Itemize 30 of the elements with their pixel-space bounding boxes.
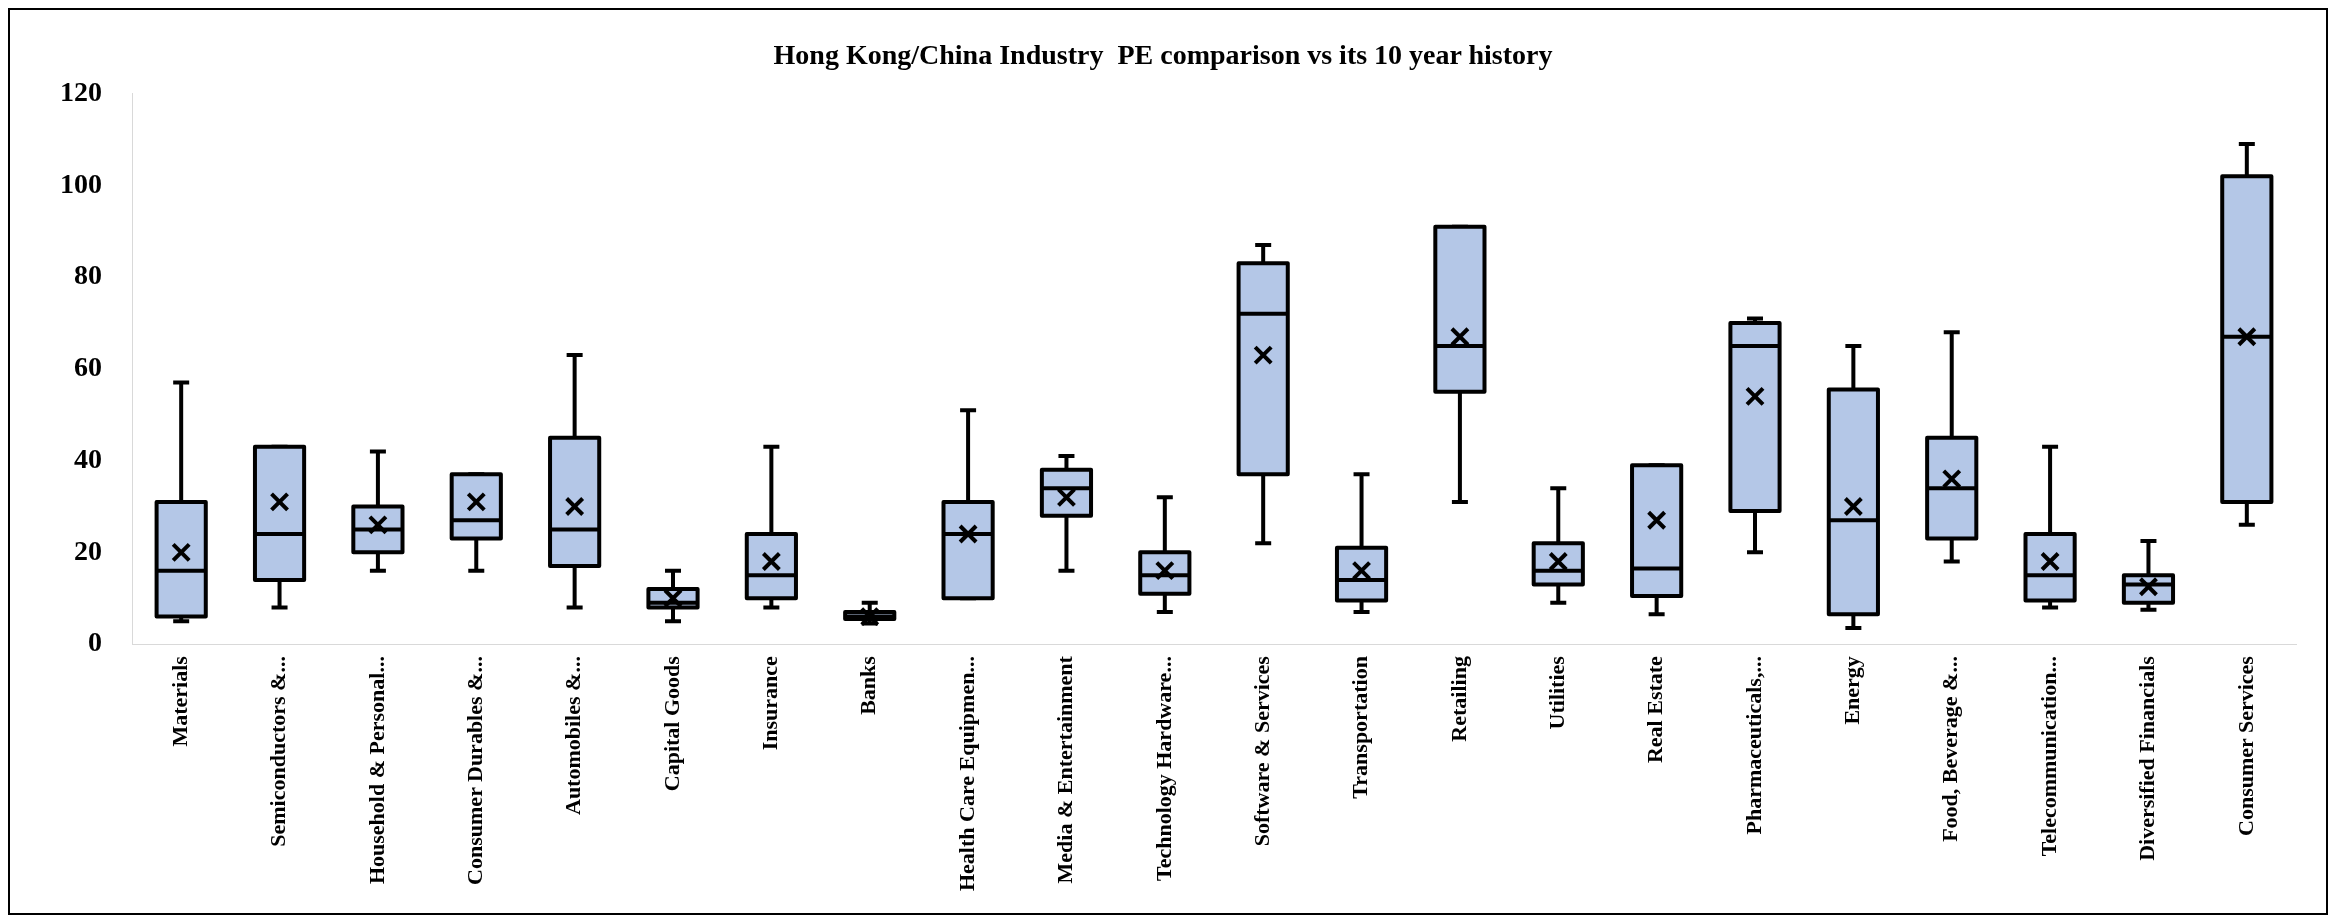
x-tick-label: Insurance xyxy=(757,655,783,751)
x-tick-label: Banks xyxy=(855,655,881,715)
x-tick-label: Capital Goods xyxy=(658,655,684,792)
x-tick-label: Real Estate xyxy=(1642,655,1668,764)
x-tick-label: Automobiles &... xyxy=(560,656,586,815)
x-tick-label: Retailing xyxy=(1445,656,1471,742)
x-tick-label: Energy xyxy=(1839,656,1865,725)
y-tick-label: 0 xyxy=(88,626,102,658)
x-tick-label: Utilities xyxy=(1543,655,1569,730)
x-tick-label: Technology Hardware... xyxy=(1150,656,1176,882)
y-tick-label: 60 xyxy=(74,351,102,383)
x-tick-label: Materials xyxy=(166,655,192,747)
x-tick-label: Pharmaceuticals,... xyxy=(1740,656,1766,835)
x-tick-label: Consumer Durables &... xyxy=(461,656,487,885)
y-tick-label: 100 xyxy=(60,167,102,199)
y-tick-label: 40 xyxy=(74,442,102,474)
chart-title: Hong Kong/China Industry PE comparison vs its 10 year history xyxy=(773,39,1553,71)
x-tick-label: Health Care Equipmen... xyxy=(953,656,979,891)
x-tick-label: Telecommunication... xyxy=(2035,656,2061,857)
y-tick-label: 120 xyxy=(60,75,102,107)
y-tick-label: 20 xyxy=(74,534,102,566)
y-tick-label: 80 xyxy=(74,259,102,291)
x-tick-label: Consumer Services xyxy=(2232,655,2258,836)
x-tick-label: Semiconductors &... xyxy=(265,656,291,847)
x-tick-label: Food, Beverage &... xyxy=(1937,656,1963,842)
x-tick-label: Software & Services xyxy=(1248,655,1274,847)
x-tick-label: Transportation xyxy=(1347,656,1373,799)
x-tick-label: Household & Personal... xyxy=(363,656,389,885)
x-tick-label: Diversified Financials xyxy=(2134,655,2160,861)
x-tick-label: Media & Entertainment xyxy=(1052,655,1078,884)
